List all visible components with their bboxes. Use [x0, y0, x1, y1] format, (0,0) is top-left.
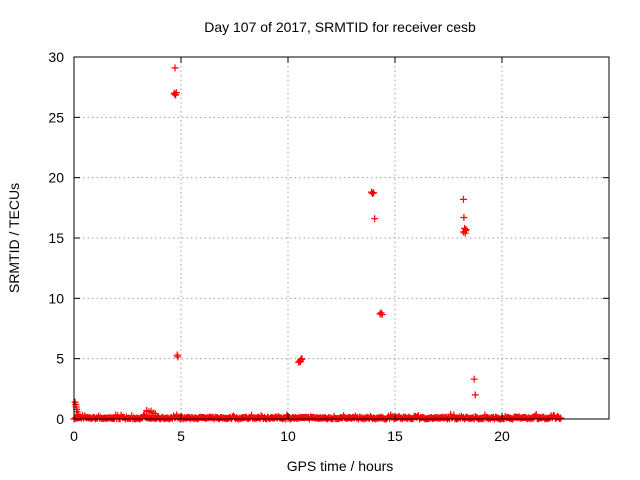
data-point: [171, 64, 179, 72]
x-tick-label: 0: [70, 428, 78, 444]
data-point: [459, 228, 467, 236]
data-point: [471, 391, 479, 399]
x-axis-label: GPS time / hours: [287, 458, 394, 474]
y-tick-label: 10: [48, 290, 64, 306]
data-marks: [70, 64, 565, 423]
data-point: [450, 411, 458, 419]
data-point: [369, 189, 377, 197]
grid: [74, 57, 609, 419]
data-point: [370, 189, 378, 197]
data-point: [371, 215, 379, 223]
data-point: [460, 213, 468, 221]
y-tick-label: 15: [48, 230, 64, 246]
data-point: [377, 309, 385, 317]
y-tick-label: 20: [48, 170, 64, 186]
x-tick-label: 20: [494, 428, 510, 444]
x-tick-label: 5: [177, 428, 185, 444]
data-point: [171, 90, 179, 98]
data-point: [174, 353, 182, 361]
chart-title: Day 107 of 2017, SRMTID for receiver ces…: [204, 19, 476, 35]
y-tick-label: 0: [56, 411, 64, 427]
data-point: [378, 311, 386, 319]
y-tick-label: 5: [56, 351, 64, 367]
data-point: [557, 414, 565, 422]
data-point: [298, 355, 306, 363]
y-axis: 0 5 10 15 20 25 30: [48, 49, 609, 427]
x-tick-label: 15: [387, 428, 403, 444]
x-axis: 0 5 10 15 20: [70, 57, 510, 444]
data-point: [459, 195, 467, 203]
y-tick-label: 25: [48, 109, 64, 125]
y-axis-label: SRMTID / TECUs: [6, 183, 22, 293]
data-point: [151, 410, 159, 418]
data-point: [470, 375, 478, 383]
x-tick-label: 10: [280, 428, 296, 444]
data-point: [461, 229, 469, 237]
data-point: [297, 355, 305, 363]
y-tick-label: 30: [48, 49, 64, 65]
data-point: [532, 410, 540, 418]
data-point: [74, 410, 82, 418]
data-point: [172, 89, 180, 97]
data-point: [173, 351, 181, 359]
